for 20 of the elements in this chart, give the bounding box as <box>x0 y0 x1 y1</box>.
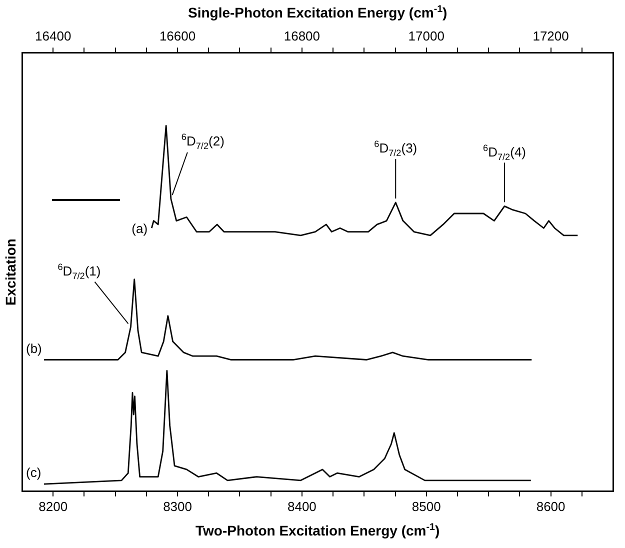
annotation: $^{6}$D$_{7/2}$(1) <box>58 262 101 281</box>
x2-axis-title: Single-Photon Excitation Energy (cm$^{-1}$) <box>188 4 448 21</box>
y-axis-title: Excitation <box>2 238 18 306</box>
series-label: (c) <box>26 465 42 480</box>
x2-tick-label: 17000 <box>408 28 444 44</box>
x-tick-label: 8500 <box>412 498 441 514</box>
annotation: $^{6}$D$_{7/2}$(3) <box>374 139 418 158</box>
x-tick-label: 8300 <box>163 498 192 514</box>
x-tick-label: 8600 <box>536 498 566 514</box>
x2-tick-label: 16800 <box>284 28 320 44</box>
series-label: (b) <box>26 340 42 356</box>
x2-tick-label: 17200 <box>532 28 569 44</box>
x2-tick-label: 16600 <box>159 28 196 44</box>
x-tick-label: 8400 <box>287 498 316 514</box>
x-axis-title: Two-Photon Excitation Energy (cm$^{-1}$) <box>196 522 440 539</box>
x-tick-label: 8200 <box>38 498 68 514</box>
x2-tick-label: 16400 <box>35 28 72 44</box>
annotation: $^{6}$D$_{7/2}$(4) <box>483 142 526 162</box>
annotation: $^{6}$D$_{7/2}$(2) <box>181 132 224 152</box>
series-label: (a) <box>132 220 148 236</box>
